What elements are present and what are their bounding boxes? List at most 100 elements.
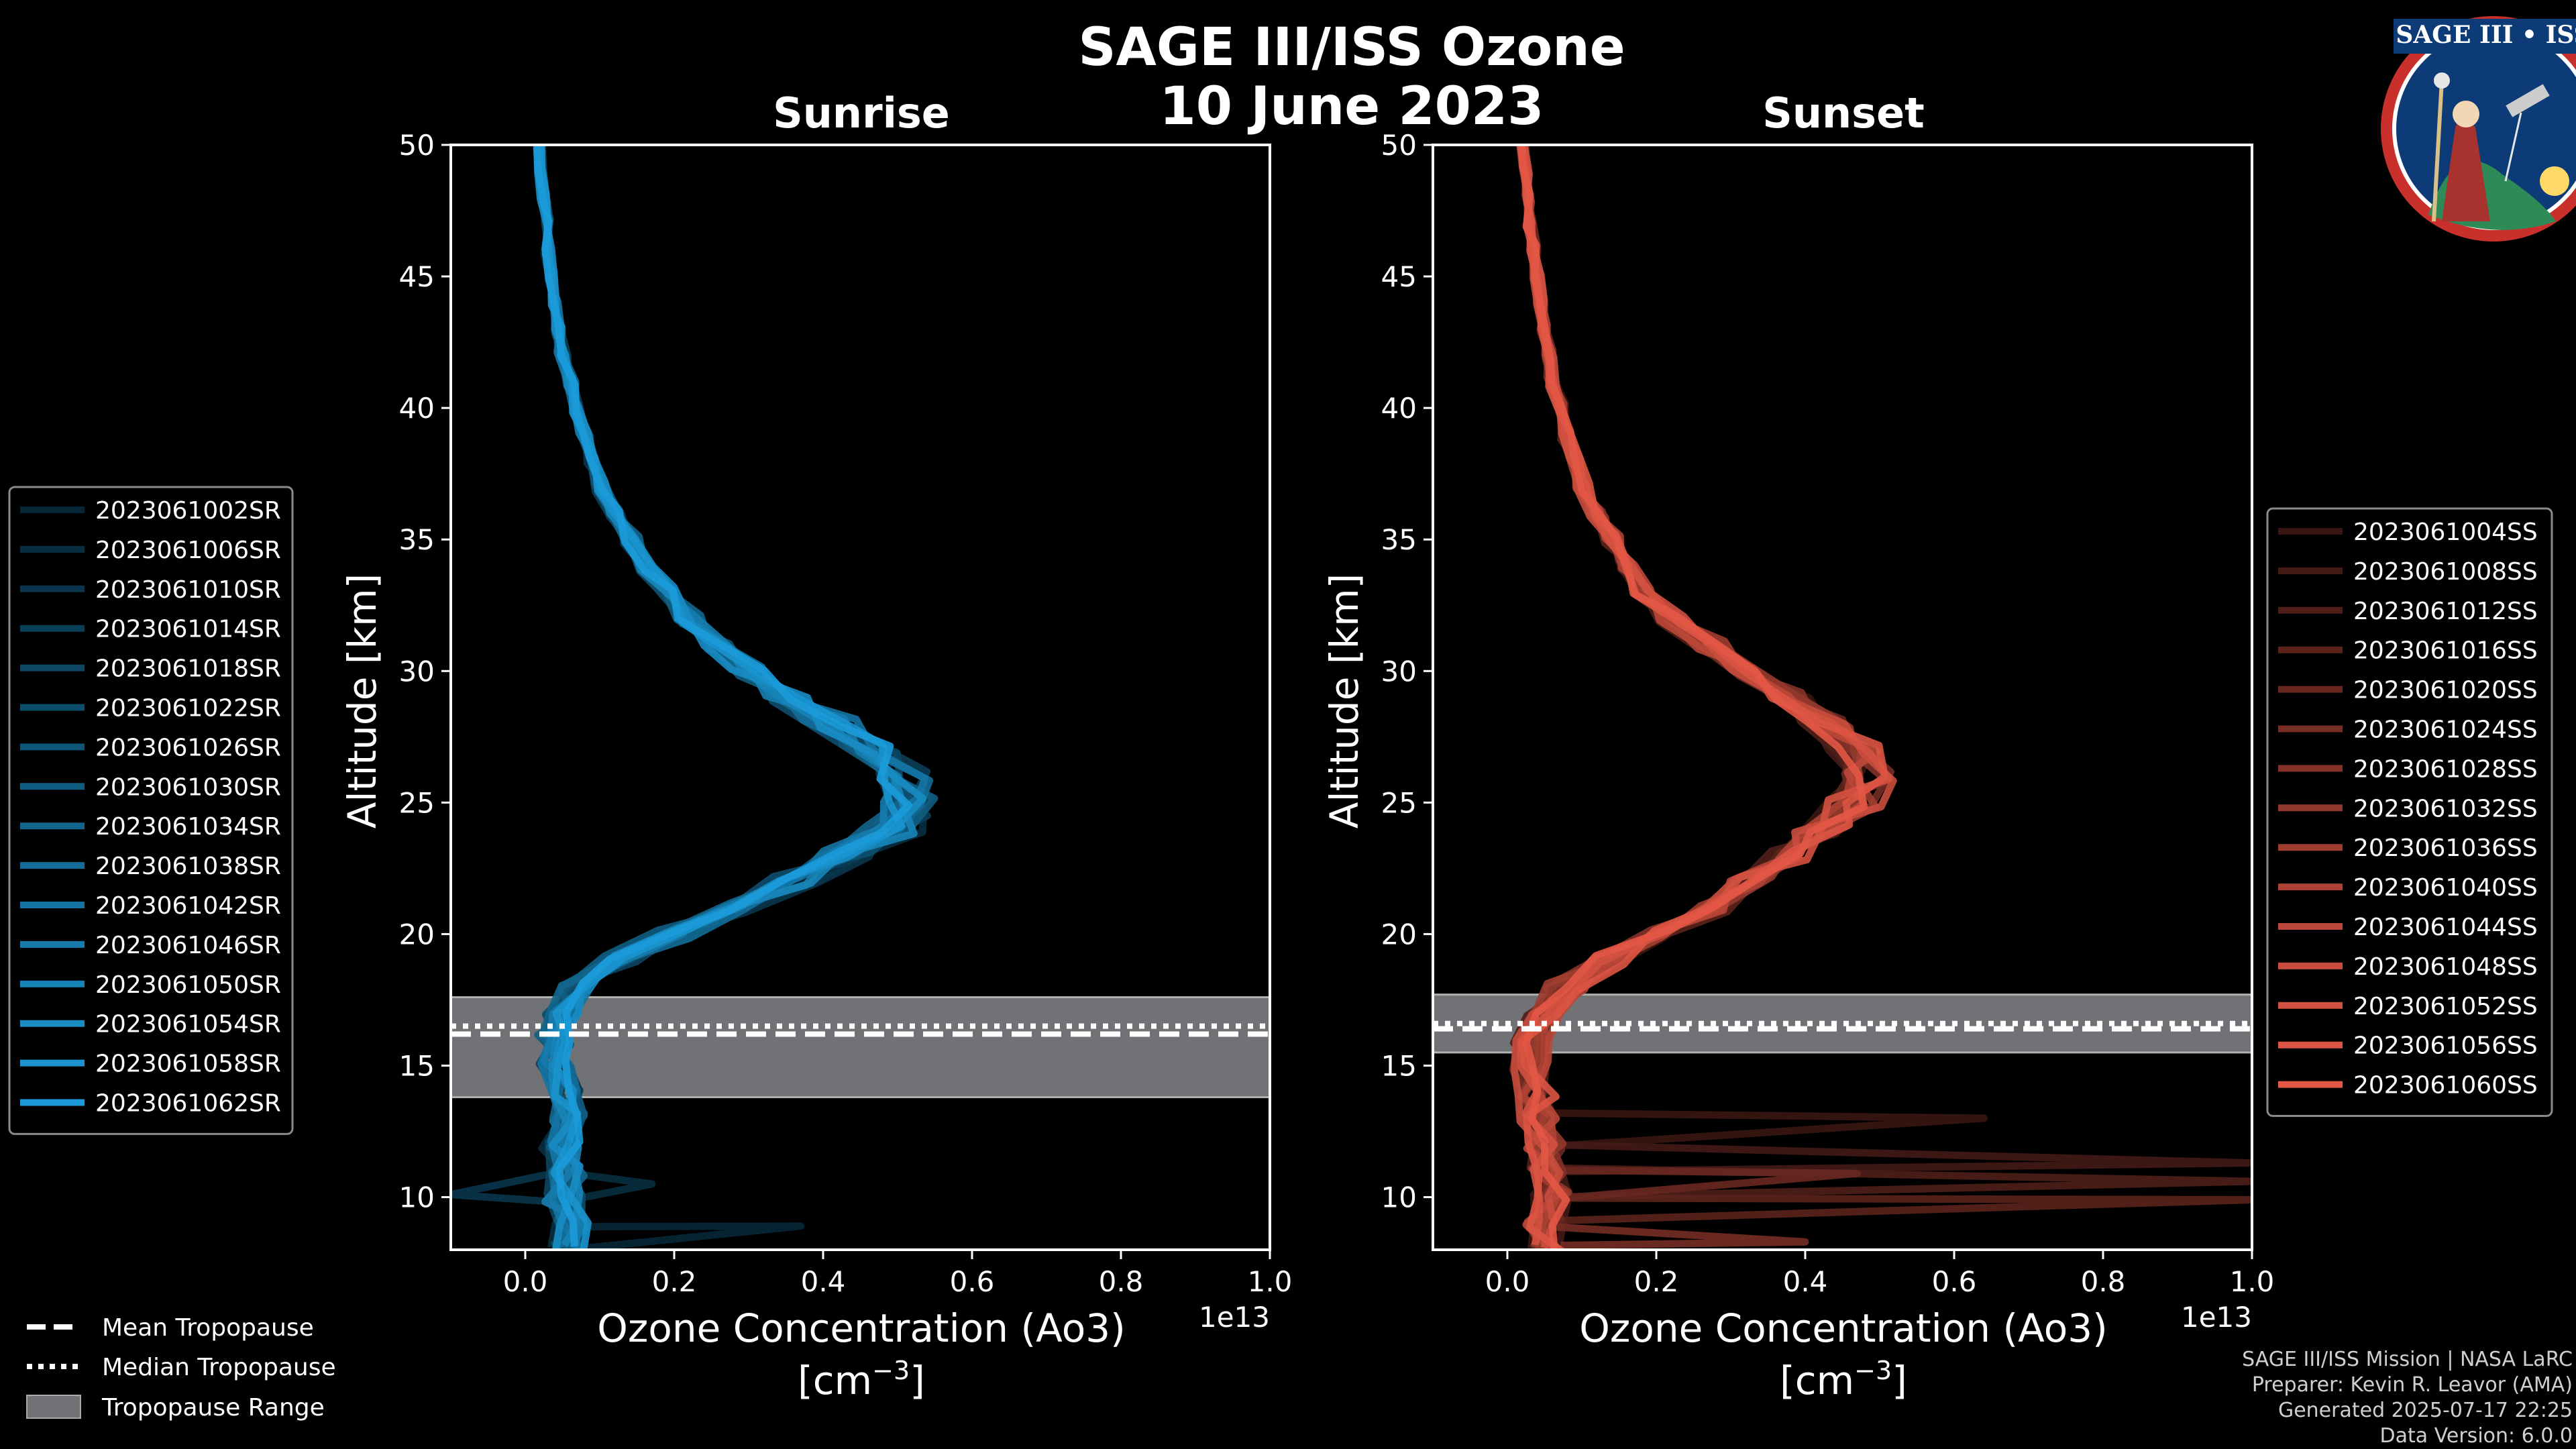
sunset-x-tick-label: 1.0 bbox=[2230, 1265, 2275, 1298]
credit-data-version: Data Version: 6.0.0 bbox=[2380, 1424, 2573, 1448]
sunset-legend-label: 2023061044SS bbox=[2353, 914, 2538, 941]
sunset-y-tick-label: 30 bbox=[1381, 655, 1417, 688]
sunset-y-tick-label: 10 bbox=[1381, 1181, 1417, 1214]
sunrise-y-tick-label: 10 bbox=[399, 1181, 435, 1214]
sunrise-x-unit-close: ] bbox=[910, 1358, 925, 1403]
sunrise-x-tick-label: 0.2 bbox=[652, 1265, 697, 1298]
sunset-y-tick-label: 50 bbox=[1381, 129, 1417, 162]
sunrise-legend-label: 2023061022SR bbox=[95, 695, 281, 722]
sunset-panel-title: Sunset bbox=[1762, 89, 1925, 138]
sunset-x-unit-close: ] bbox=[1892, 1358, 1907, 1403]
sunrise-y-tick-label: 15 bbox=[399, 1050, 435, 1083]
sunset-x-unit-exp: −3 bbox=[1854, 1356, 1892, 1385]
logo-wordmark: SAGE III • ISS bbox=[2396, 21, 2576, 49]
sunset-x-unit-open: [cm bbox=[1780, 1358, 1854, 1403]
sunset-legend-label: 2023061008SS bbox=[2353, 558, 2538, 586]
sunset-x-tick-label: 0.8 bbox=[2081, 1265, 2126, 1298]
sunrise-x-tick-label: 0.8 bbox=[1099, 1265, 1144, 1298]
sunrise-y-tick-label: 25 bbox=[399, 786, 435, 819]
sunrise-y-tick-label: 30 bbox=[399, 655, 435, 688]
sunset-x-tick-label: 0.4 bbox=[1783, 1265, 1828, 1298]
sunset-y-tick-label: 25 bbox=[1381, 786, 1417, 819]
logo-figure-icon bbox=[2442, 117, 2490, 221]
sunrise-legend-label: 2023061010SR bbox=[95, 576, 281, 604]
sunrise-profiles bbox=[451, 145, 938, 1250]
logo-sun-icon bbox=[2540, 166, 2569, 196]
mean-tropopause-label: Mean Tropopause bbox=[102, 1314, 314, 1342]
sunrise-legend-label: 2023061038SR bbox=[95, 853, 281, 880]
sunset-profile-2023061044SS bbox=[1517, 147, 1882, 1250]
sunrise-x-tick-label: 0.6 bbox=[950, 1265, 995, 1298]
credits-block: SAGE III/ISS Mission | NASA LaRC Prepare… bbox=[2242, 1348, 2573, 1448]
credit-preparer: Preparer: Kevin R. Leavor (AMA) bbox=[2252, 1373, 2573, 1397]
sunset-legend-label: 2023061060SS bbox=[2353, 1072, 2538, 1099]
sunrise-x-tick-label: 0.4 bbox=[801, 1265, 846, 1298]
sunrise-legend-label: 2023061050SR bbox=[95, 971, 281, 999]
sunrise-legend-label: 2023061062SR bbox=[95, 1090, 281, 1118]
sunrise-legend-label: 2023061030SR bbox=[95, 773, 281, 801]
sunset-profile-2023061036SS bbox=[1520, 149, 1880, 1249]
sunrise-x-axis-label: Ozone Concentration (Ao3) bbox=[597, 1305, 1126, 1351]
sunset-legend-label: 2023061056SS bbox=[2353, 1032, 2538, 1060]
logo-station-icon bbox=[2506, 84, 2550, 117]
sunrise-y-tick-label: 45 bbox=[399, 260, 435, 293]
sunset-y-tick-label: 40 bbox=[1381, 392, 1417, 425]
sunrise-x-tick-label: 0.0 bbox=[503, 1265, 548, 1298]
sunrise-profile-2023061062SR bbox=[533, 145, 912, 1247]
sunrise-legend-label: 2023061014SR bbox=[95, 616, 281, 643]
sunrise-axes-frame bbox=[449, 144, 1271, 1251]
sunset-x-tick-label: 0.0 bbox=[1485, 1265, 1530, 1298]
sunset-profile-2023061012SS bbox=[1509, 145, 2252, 1250]
sunset-legend-label: 2023061020SS bbox=[2353, 677, 2538, 704]
sunrise-x-scale-label: 1e13 bbox=[1199, 1301, 1270, 1334]
tropopause-range-label: Tropopause Range bbox=[101, 1394, 325, 1421]
sunset-legend-label: 2023061052SS bbox=[2353, 993, 2538, 1020]
sunset-legend-label: 2023061028SS bbox=[2353, 755, 2538, 783]
sunset-legend-label: 2023061012SS bbox=[2353, 598, 2538, 625]
sunset-legend-label: 2023061004SS bbox=[2353, 519, 2538, 546]
sunset-x-axis-label: Ozone Concentration (Ao3) bbox=[1579, 1305, 2108, 1351]
tropopause-legend: Mean Tropopause Median Tropopause Tropop… bbox=[26, 1314, 336, 1421]
sunrise-legend-label: 2023061058SR bbox=[95, 1051, 281, 1078]
sunset-y-axis-label: Altitude [km] bbox=[1322, 574, 1367, 828]
sunset-profile-2023061024SS bbox=[1517, 145, 1894, 1249]
sunrise-legend-label: 2023061054SR bbox=[95, 1011, 281, 1038]
sunset-legend-label: 2023061048SS bbox=[2353, 953, 2538, 981]
sunset-profile-2023061048SS bbox=[1510, 145, 1897, 1250]
sunrise-x-unit-open: [cm bbox=[798, 1358, 872, 1403]
sunset-axes-frame bbox=[1432, 144, 2253, 1251]
sunset-legend-label: 2023061040SS bbox=[2353, 874, 2538, 902]
sunset-legend-label: 2023061032SS bbox=[2353, 795, 2538, 822]
sunrise-x-unit-exp: −3 bbox=[872, 1356, 910, 1385]
sunset-profile-2023061052SS bbox=[1517, 146, 1893, 1246]
sunrise-legend-label: 2023061046SR bbox=[95, 932, 281, 959]
sunset-legend-label: 2023061016SS bbox=[2353, 637, 2538, 665]
sunrise-y-axis-label: Altitude [km] bbox=[339, 574, 385, 828]
sunset-panel: Sunset 0.0 0.2 0.4 0.6 0.8 1.0 10 15 20 25 30 35 40 4… bbox=[1322, 89, 2274, 1403]
sunset-profiles bbox=[1509, 145, 2252, 1250]
sunset-x-tick-label: 0.6 bbox=[1932, 1265, 1977, 1298]
sunrise-panel-title: Sunrise bbox=[773, 89, 950, 138]
sunrise-x-tick-label: 1.0 bbox=[1248, 1265, 1293, 1298]
sunrise-plot-area: 0.0 0.2 0.4 0.6 0.8 1.0 10 15 20 25 30 35 40 45 50 bbox=[399, 129, 1293, 1298]
figure-title-line2: 10 June 2023 bbox=[1160, 76, 1544, 137]
sunset-x-scale-label: 1e13 bbox=[2181, 1301, 2252, 1334]
sunrise-y-tick-label: 20 bbox=[399, 918, 435, 951]
sunrise-legend-label: 2023061006SR bbox=[95, 537, 281, 564]
sunrise-legend-label: 2023061042SR bbox=[95, 892, 281, 920]
sunset-profile-2023061016SS bbox=[1509, 146, 2252, 1250]
sunrise-x-axis-unit: [cm−3] bbox=[798, 1356, 925, 1403]
credit-mission: SAGE III/ISS Mission | NASA LaRC bbox=[2242, 1348, 2573, 1371]
sunrise-y-tick-label: 50 bbox=[399, 129, 435, 162]
sunset-y-tick-label: 35 bbox=[1381, 523, 1417, 556]
sunrise-y-tick-label: 35 bbox=[399, 523, 435, 556]
sunrise-legend-label: 2023061034SR bbox=[95, 813, 281, 841]
sunset-profile-2023061056SS bbox=[1517, 145, 1889, 1250]
sage-iii-iss-mission-logo: SAGE III • ISS bbox=[2381, 16, 2576, 241]
sunrise-legend-frame bbox=[8, 486, 294, 1135]
sunset-legend-label: 2023061036SS bbox=[2353, 835, 2538, 862]
sunrise-legend: 2023061002SR 2023061006SR 2023061010SR 2023… bbox=[8, 486, 294, 1135]
sunset-x-axis-unit: [cm−3] bbox=[1780, 1356, 1907, 1403]
sunrise-panel: Sunrise 0.0 0.2 0.4 0.6 0.8 1.0 10 15 20 25 30 35 40… bbox=[339, 89, 1292, 1403]
